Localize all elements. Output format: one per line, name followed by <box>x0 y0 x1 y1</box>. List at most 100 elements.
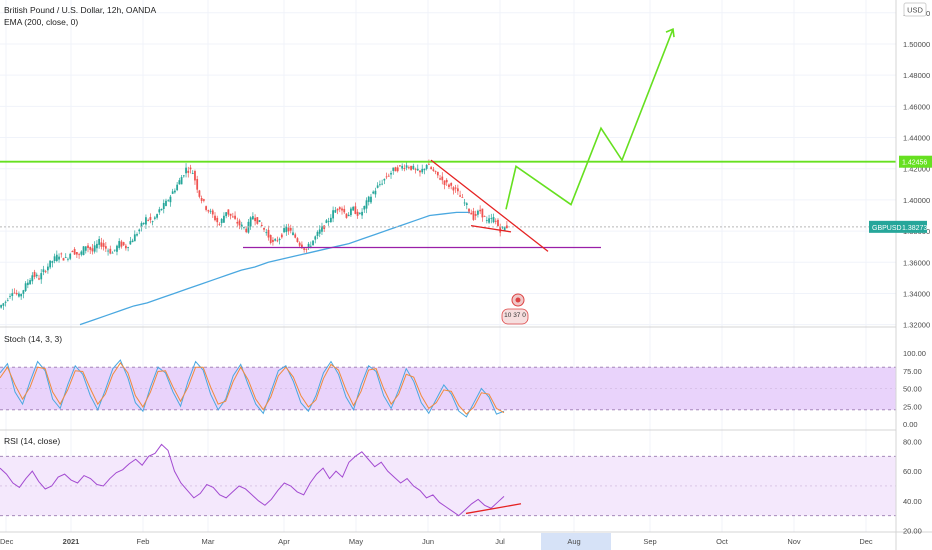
candle-body <box>113 249 116 251</box>
candle-body <box>51 261 54 263</box>
candle-body <box>223 215 225 223</box>
candle-body <box>461 197 464 198</box>
candle-body <box>149 217 152 220</box>
candle-body <box>443 180 446 185</box>
price-tick-label: 1.46000 <box>903 102 930 111</box>
time-axis[interactable]: Dec 2021 Feb Mar Apr May Jun Jul Aug Sep Oct Nov Dec <box>0 533 873 550</box>
candle-body <box>78 254 80 256</box>
wedge-upper-line[interactable] <box>430 159 549 252</box>
candle-body <box>240 224 243 227</box>
price-tick-label: 1.32000 <box>903 321 930 330</box>
symbol-badge-name: GBPUSD <box>872 225 902 232</box>
candle-body <box>365 200 368 209</box>
candle-body <box>194 171 196 181</box>
candle-body <box>285 226 288 233</box>
candle-body <box>272 239 274 242</box>
stoch-tick-label: 25.00 <box>903 402 922 411</box>
candle-body <box>414 168 417 170</box>
candle-body <box>82 246 85 256</box>
time-tick-label: Dec <box>0 537 14 546</box>
candle-body <box>292 232 294 235</box>
rsi-trend-line[interactable] <box>465 503 522 515</box>
event-marker[interactable]: 10 37 0 <box>501 293 529 325</box>
candle-body <box>93 245 96 252</box>
candle-body <box>24 283 27 291</box>
rsi-axis: 80.00 60.00 40.00 20.00 <box>903 437 922 535</box>
candle-body <box>436 171 439 176</box>
candle-body <box>425 164 428 169</box>
time-highlight <box>541 533 611 550</box>
candle-body <box>180 177 183 185</box>
candle-body <box>218 224 221 225</box>
candle-body <box>432 169 435 171</box>
candle-body <box>131 240 134 243</box>
price-axis[interactable]: 1.520001.500001.480001.460001.440001.420… <box>903 9 930 330</box>
candle-body <box>430 167 433 169</box>
candle-body <box>479 209 482 212</box>
candle-body <box>494 220 497 222</box>
candle-body <box>497 219 499 227</box>
candle-body <box>127 247 130 248</box>
candle-body <box>0 305 3 308</box>
candle-body <box>325 220 328 223</box>
candle-body <box>287 227 290 232</box>
candle-body <box>98 238 101 245</box>
stoch-title: Stoch (14, 3, 3) <box>4 334 62 344</box>
rsi-tick-label: 20.00 <box>903 527 922 536</box>
candle-body <box>189 167 192 170</box>
candle-body <box>229 213 232 216</box>
candle-body <box>158 209 161 213</box>
time-tick-label: Mar <box>202 537 215 546</box>
candle-body <box>347 214 350 217</box>
candle-body <box>499 226 502 233</box>
candle-body <box>20 294 23 297</box>
candle-body <box>202 199 205 201</box>
candle-body <box>156 214 158 218</box>
drawings <box>430 28 675 252</box>
rsi-tick-label: 80.00 <box>903 437 922 446</box>
candle-body <box>142 222 145 225</box>
candle-body <box>396 167 399 172</box>
candle-body <box>390 172 392 175</box>
ema-indicator-label: EMA (200, close, 0) <box>4 17 78 27</box>
candle-body <box>120 241 123 247</box>
candle-body <box>356 211 359 216</box>
time-tick-label: Feb <box>137 537 150 546</box>
candle-body <box>225 212 228 217</box>
price-tick-label: 1.42000 <box>903 165 930 174</box>
candle-body <box>165 200 167 206</box>
candle-body <box>31 275 34 282</box>
candle-body <box>463 202 466 204</box>
candle-body <box>174 190 176 193</box>
candle-body <box>336 208 339 211</box>
candle-body <box>423 168 426 171</box>
candle-body <box>296 238 299 243</box>
candle-body <box>205 206 207 210</box>
candle-body <box>256 217 259 224</box>
candle-body <box>392 167 395 171</box>
event-label: 10 37 0 <box>504 312 526 319</box>
wedge-lower-line[interactable] <box>470 224 512 233</box>
candle-body <box>383 178 386 181</box>
price-tick-label: 1.34000 <box>903 289 930 298</box>
rsi-series <box>0 443 505 517</box>
candle-body <box>358 212 361 214</box>
currency-button[interactable]: USD <box>903 2 927 17</box>
candle-body <box>153 217 156 219</box>
candle-body <box>160 208 163 211</box>
candle-body <box>100 242 103 247</box>
candle-body <box>327 221 330 222</box>
price-tick-label: 1.48000 <box>903 71 930 80</box>
price-badges: GBPUSD 1.38273 1.42456 <box>869 155 932 233</box>
candle-body <box>80 251 83 255</box>
candle-body <box>283 228 285 233</box>
candle-body <box>485 220 488 221</box>
candle-body <box>428 163 430 165</box>
projection-path[interactable] <box>505 28 674 210</box>
candle-body <box>278 238 281 241</box>
candle-body <box>450 182 453 186</box>
candle-body <box>138 229 141 232</box>
candle-body <box>4 301 7 303</box>
resistance-badge-label: 1.42456 <box>902 160 927 167</box>
time-tick-label: May <box>349 537 363 546</box>
